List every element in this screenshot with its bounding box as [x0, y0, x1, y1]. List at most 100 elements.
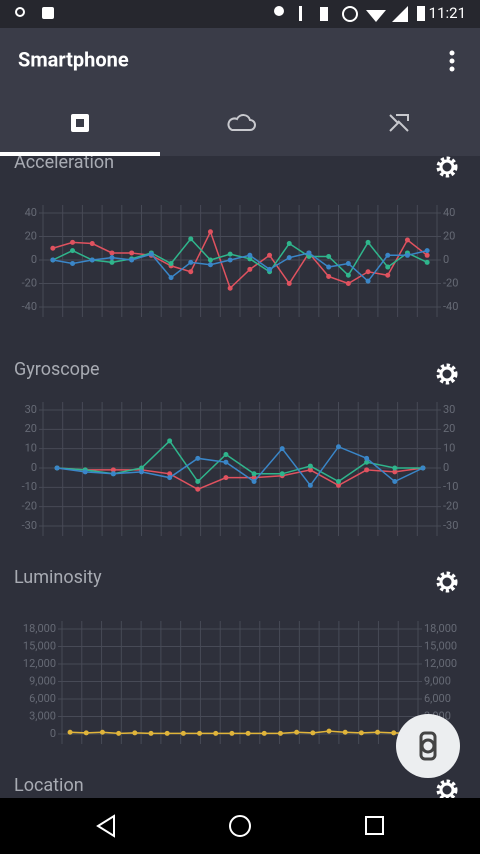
data-point — [391, 730, 397, 736]
tab-sensors[interactable] — [71, 114, 89, 132]
data-point — [139, 465, 144, 471]
data-point — [345, 272, 351, 278]
y-tick-label: 40 — [25, 206, 37, 219]
menu[interactable] — [449, 50, 455, 72]
data-point — [326, 264, 332, 270]
settings-icon[interactable] — [436, 363, 458, 385]
tab-share[interactable] — [389, 114, 409, 132]
data-point — [424, 248, 430, 254]
data-point — [364, 467, 370, 473]
data-point — [286, 241, 292, 247]
data-point — [54, 465, 60, 471]
data-point — [167, 475, 173, 481]
data-point — [67, 729, 73, 735]
y2-tick-label: 0 — [443, 253, 449, 266]
nav-back[interactable] — [96, 814, 115, 838]
data-point — [277, 730, 283, 736]
data-point — [129, 257, 135, 263]
y-tick-label: 20 — [25, 422, 37, 435]
y2-tick-label: 40 — [443, 206, 455, 219]
data-point — [70, 248, 76, 254]
app-title: Smartphone — [18, 47, 129, 71]
y-tick-label: 0 — [50, 727, 56, 740]
y2-tick-label: 0 — [443, 461, 449, 474]
data-point — [50, 245, 56, 251]
fab[interactable] — [396, 714, 460, 778]
series-line — [56, 445, 424, 487]
data-point — [207, 257, 213, 263]
y-tick-label: 10 — [25, 442, 37, 455]
data-point — [326, 253, 332, 259]
series-line — [52, 249, 428, 283]
data-point — [392, 469, 398, 475]
data-point — [213, 730, 219, 736]
series-line — [52, 229, 428, 290]
data-point — [336, 479, 341, 485]
settings-hub — [439, 159, 455, 175]
data-point — [109, 255, 115, 261]
data-point — [336, 482, 341, 488]
data-point — [227, 285, 233, 291]
data-point — [223, 475, 229, 481]
settings-icon[interactable] — [436, 571, 458, 593]
data-point — [286, 281, 292, 286]
data-point — [326, 273, 332, 279]
data-point — [251, 475, 257, 481]
data-point — [168, 261, 174, 267]
data-point — [188, 269, 194, 275]
y2-tick-label: -40 — [443, 300, 458, 313]
data-point — [82, 469, 88, 475]
data-point — [307, 463, 313, 469]
data-point — [70, 239, 76, 245]
data-point — [139, 469, 144, 475]
y-tick-label: 20 — [25, 229, 37, 242]
data-point — [129, 250, 135, 256]
y-tick-label: 6,000 — [29, 692, 56, 705]
y-tick-label: -20 — [22, 276, 37, 289]
data-point — [279, 446, 285, 452]
data-point — [307, 467, 313, 473]
data-point — [89, 257, 95, 263]
data-point — [207, 229, 213, 235]
section-title: Location — [14, 775, 84, 796]
data-point — [188, 236, 194, 242]
data-point — [50, 257, 56, 263]
section-title: Gyroscope — [14, 359, 100, 380]
data-point — [110, 467, 116, 473]
y-tick-label: -40 — [22, 300, 37, 313]
data-point — [247, 266, 253, 272]
data-point — [99, 729, 105, 735]
y2-tick-label: 10 — [443, 442, 455, 455]
data-point — [148, 730, 154, 736]
data-point — [229, 730, 235, 736]
settings-hub — [439, 782, 455, 798]
y2-tick-label: 30 — [443, 403, 455, 416]
data-point — [385, 252, 391, 258]
y-tick-label: 30 — [25, 403, 37, 416]
data-point — [167, 438, 173, 444]
tab-cloud[interactable] — [227, 114, 256, 131]
data-point — [164, 730, 170, 736]
y-tick-label: 0 — [31, 461, 37, 474]
nav-recent[interactable] — [365, 816, 384, 835]
data-point — [110, 471, 116, 477]
settings-icon[interactable] — [436, 156, 458, 178]
nav-home[interactable] — [229, 815, 251, 837]
series-line — [52, 237, 428, 277]
data-point — [392, 479, 398, 485]
y2-tick-label: 15,000 — [424, 639, 457, 652]
data-point — [89, 241, 95, 247]
data-point — [168, 275, 174, 281]
data-point — [223, 451, 229, 457]
data-point — [310, 730, 316, 736]
data-point — [267, 266, 273, 272]
data-point — [306, 253, 312, 259]
settings-hub — [439, 366, 455, 382]
data-point — [294, 729, 300, 735]
data-point — [195, 479, 201, 485]
data-point — [404, 237, 410, 243]
data-point — [251, 479, 257, 485]
data-point — [385, 264, 391, 270]
data-point — [345, 281, 351, 286]
data-point — [167, 471, 173, 477]
